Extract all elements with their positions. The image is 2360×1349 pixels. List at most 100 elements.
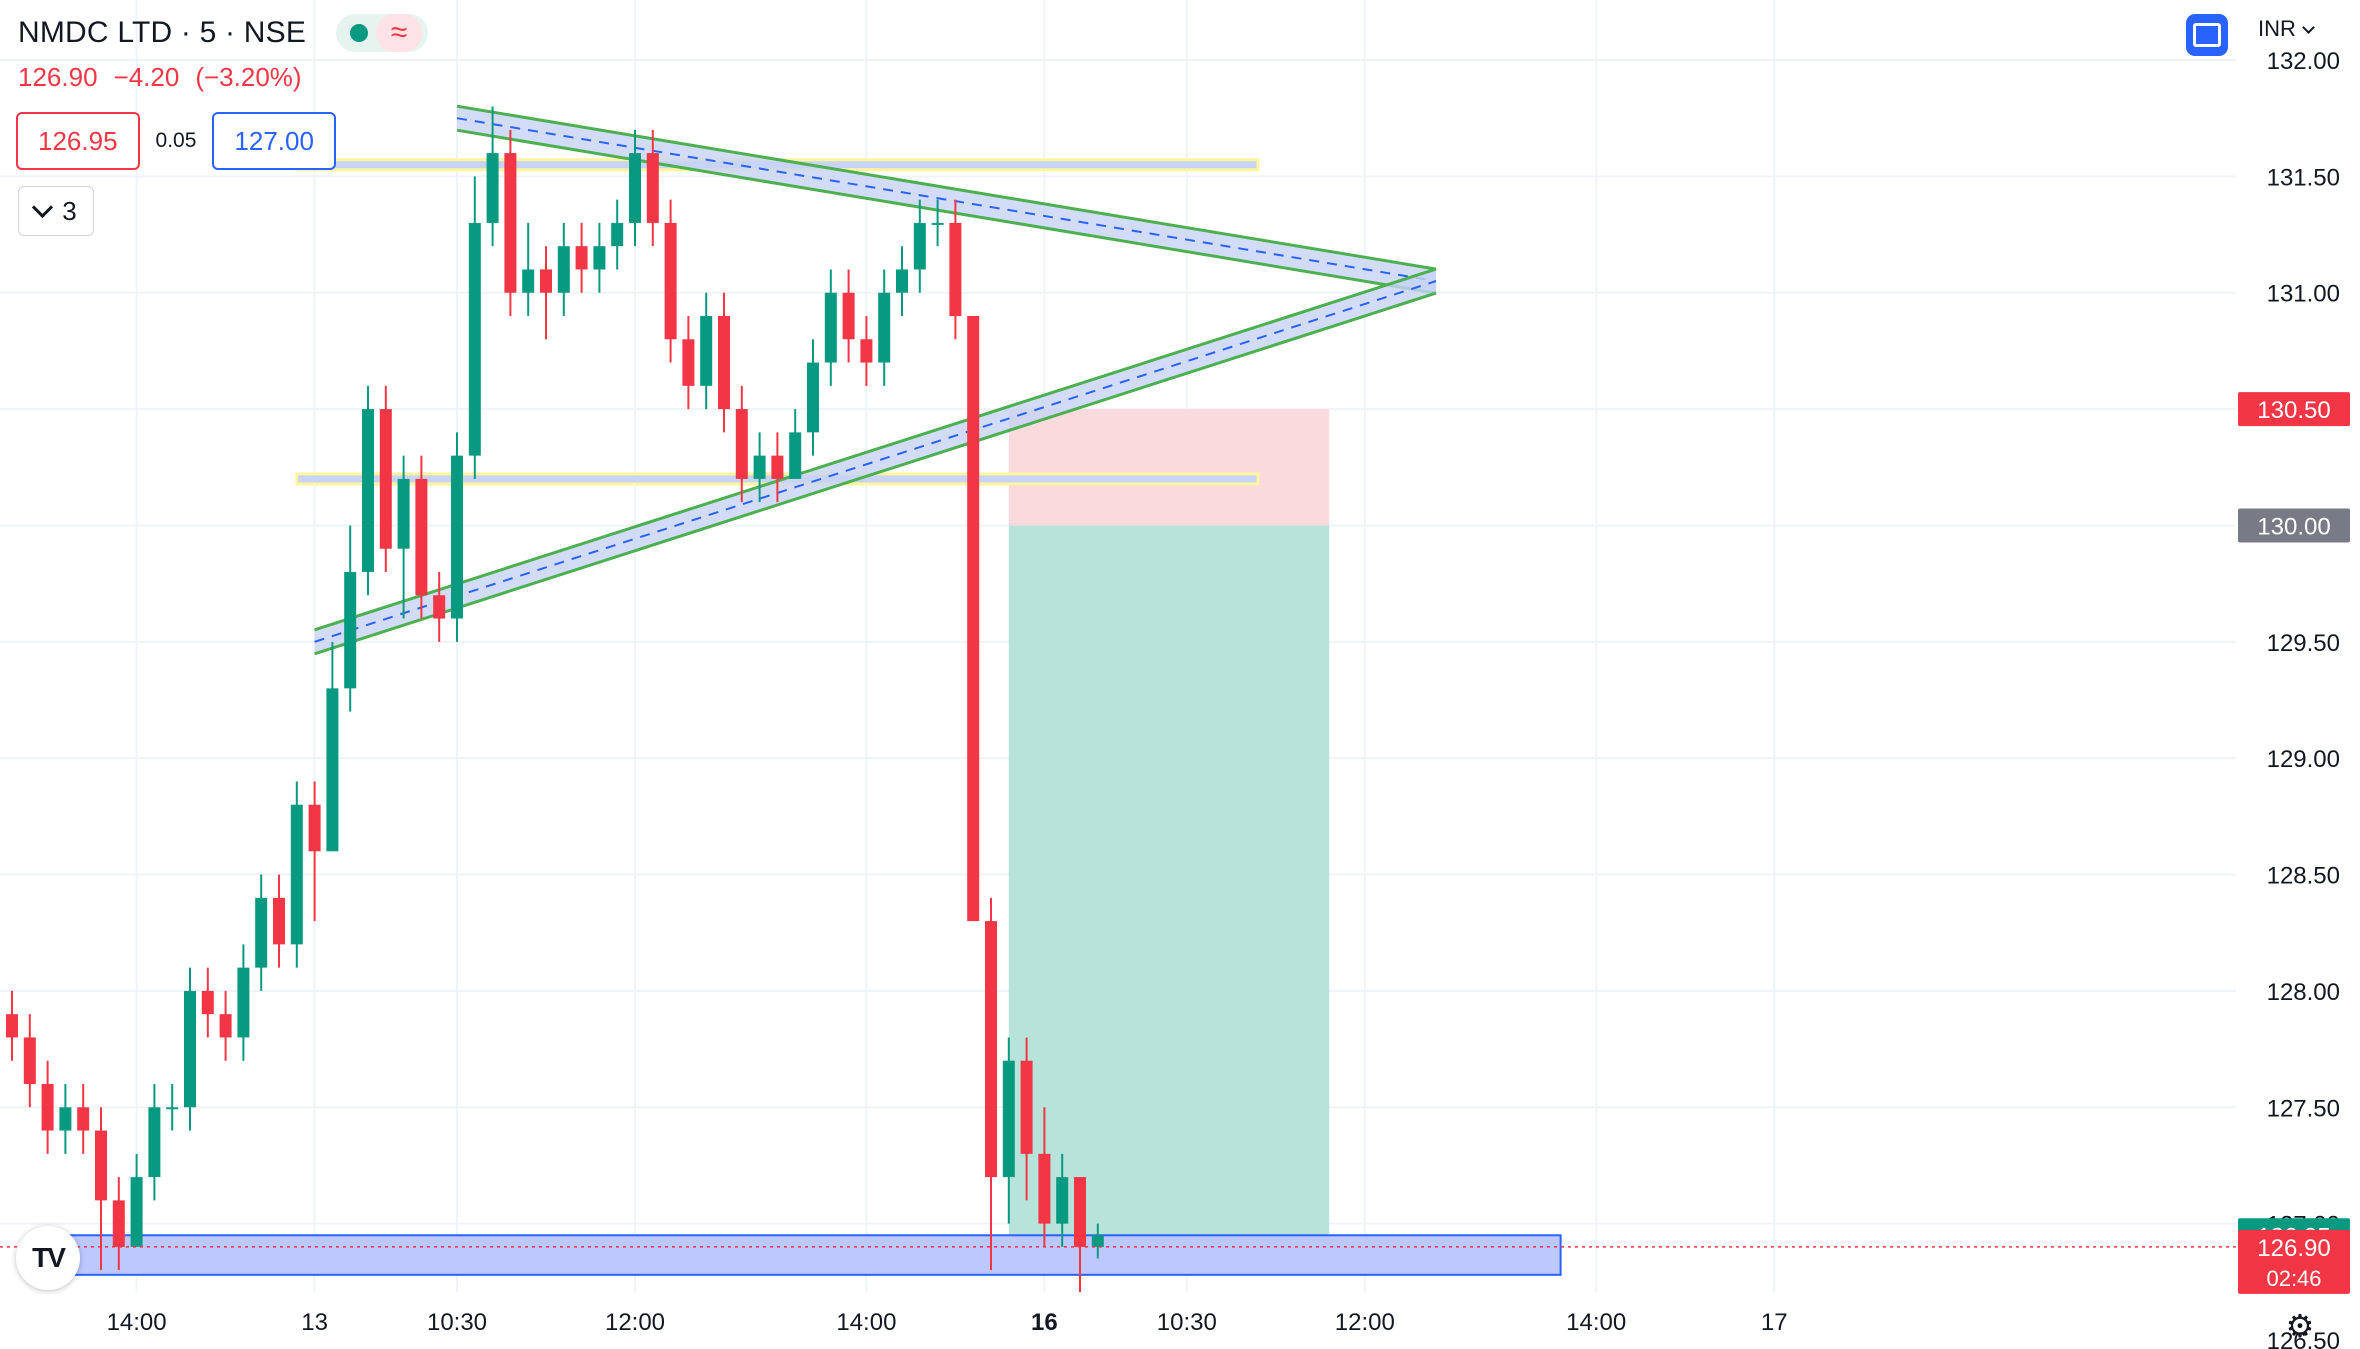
y-tick-label: 131.00 [2267,281,2340,308]
tradingview-logo[interactable]: TV [16,1226,80,1290]
indicators-count: 3 [62,195,77,226]
price-change-pct: (−3.20%) [195,62,302,92]
y-tick-label: 129.00 [2267,746,2340,773]
candle-body [718,316,730,410]
indicators-toggle-button[interactable]: 3 [18,186,94,236]
y-tick-label: 127.50 [2267,1095,2340,1122]
green-dot-icon [350,24,369,42]
candle-body [522,269,535,293]
candle-body [771,455,784,479]
candle-body [842,292,855,340]
currency-selector[interactable]: INR [2258,16,2313,42]
candle-body [95,1130,107,1201]
candle-body [1056,1177,1069,1224]
fullscreen-icon [2193,23,2221,47]
x-tick-label: 10:30 [427,1309,487,1336]
candle-body [273,897,285,945]
settings-gear-icon[interactable]: ⚙ [2285,1308,2315,1344]
candle-body [41,1084,54,1131]
symbol-title[interactable]: NMDC LTD · 5 · NSE [18,16,307,49]
price-change: −4.20 [113,62,180,92]
candle-body [308,804,321,852]
candle-body [504,153,517,293]
sell-button[interactable]: 126.95 [16,112,140,170]
price-axis-label [2238,508,2350,543]
candle-body [344,572,357,689]
price-axis [2236,0,2360,1349]
candle-body [967,316,980,922]
candle-body [664,222,677,340]
triangle-upper-edge [456,128,1437,295]
x-tick-label: 12:00 [605,1309,665,1336]
candle-body [1020,1060,1033,1154]
candle-body [1002,1060,1015,1178]
candle-body [593,246,606,270]
buy-button[interactable]: 127.00 [212,112,336,170]
support-zone [64,1234,1562,1276]
candle-body [112,1200,125,1247]
y-tick-label: 126.50 [2267,1328,2340,1349]
triangle-lower-edge [314,267,1437,632]
y-tick-label: 128.50 [2267,863,2340,890]
candle-body [824,292,837,363]
y-tick-label: 131.50 [2267,164,2340,191]
candle-body [433,595,446,619]
y-tick-label: 132.00 [2267,48,2340,75]
candle-body [397,478,410,549]
x-tick-label: 10:30 [1157,1309,1217,1336]
triangle-lower-edge [314,291,1437,656]
bid-ask-panel: 126.95 0.05 127.00 [16,112,336,170]
chevron-down-icon [32,196,54,218]
price-axis-label [2238,392,2350,427]
triangle-lower-fill [314,269,1437,654]
candle-body [789,432,802,479]
candle-body [949,222,962,316]
x-tick-label: 14:00 [836,1309,896,1336]
candle-body [468,222,481,456]
candle-body [166,1107,179,1110]
spread-value: 0.05 [155,129,197,152]
fullscreen-button[interactable] [2186,14,2228,56]
triangle-lower-mid [314,280,1437,643]
candle-body [1038,1153,1051,1224]
candle-body [629,153,641,223]
take-profit-zone [1008,525,1330,1236]
x-tick-label: 16 [1031,1309,1058,1336]
candle-body [646,153,659,223]
candle-body [753,455,766,479]
price-axis-label-text: 130.50 [2257,397,2330,424]
time-axis [0,1292,2236,1349]
candle-body [77,1107,90,1131]
candle-body [557,246,570,293]
candle-body [682,339,695,386]
candle-body [326,688,339,852]
candle-body [6,1014,18,1038]
candle-body [130,1177,143,1247]
candle-body [255,897,268,968]
status-pills[interactable]: ≈ [336,14,429,52]
candle-body [451,455,463,619]
price-axis-label-text: 130.00 [2257,513,2330,540]
triangle-upper-mid [456,117,1437,283]
symbol-header: NMDC LTD · 5 · NSE ≈ [18,14,429,52]
candle-body [415,478,428,596]
candle-body [913,222,926,270]
candle-body [362,409,374,572]
last-price: 126.90 [18,62,98,92]
candle-body [23,1037,36,1084]
candle-body [896,269,908,293]
stop-loss-zone [1008,409,1330,526]
candle-body [201,990,214,1015]
triangle-upper-edge [456,104,1437,271]
wave-icon[interactable]: ≈ [376,14,423,52]
candle-body [184,990,196,1108]
candle-body [878,292,891,363]
candle-body [540,269,552,293]
x-tick-label: 12:00 [1335,1309,1395,1336]
candle-body [575,246,588,270]
candle-body [486,153,499,223]
candle-body [931,222,944,225]
candle-body [611,222,624,247]
candle-body [237,967,250,1038]
